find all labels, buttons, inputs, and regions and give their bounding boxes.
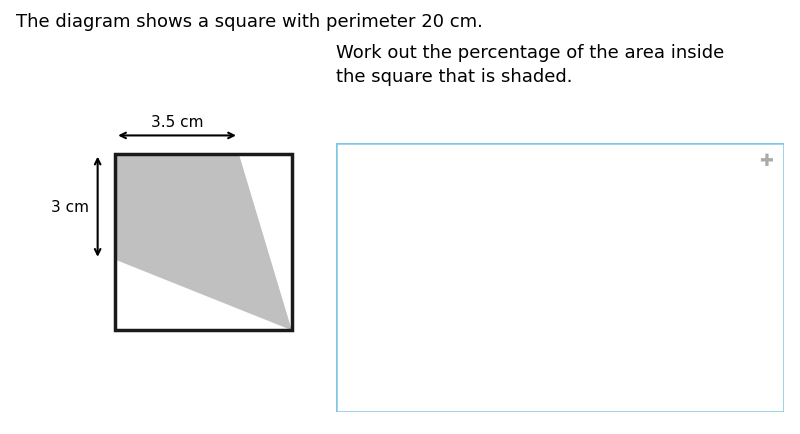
Polygon shape (115, 155, 292, 331)
Text: 3.5 cm: 3.5 cm (151, 115, 203, 130)
Text: 3 cm: 3 cm (51, 200, 89, 215)
FancyBboxPatch shape (336, 143, 784, 412)
Text: Work out the percentage of the area inside
the square that is shaded.: Work out the percentage of the area insi… (336, 43, 724, 86)
Text: The diagram shows a square with perimeter 20 cm.: The diagram shows a square with perimete… (16, 13, 483, 31)
Text: ✚: ✚ (759, 151, 773, 169)
Polygon shape (115, 155, 292, 331)
